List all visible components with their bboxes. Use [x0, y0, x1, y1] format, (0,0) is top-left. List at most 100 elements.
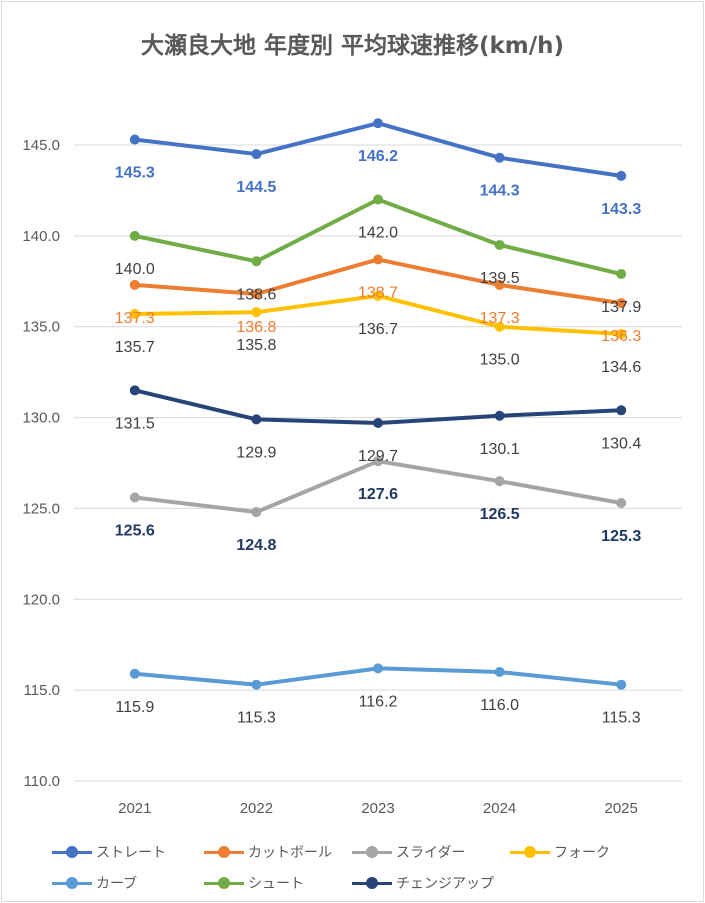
data-point [373, 290, 383, 301]
legend-label: シュート [248, 876, 304, 892]
legend-item: ストレート [52, 838, 166, 866]
y-tick-label: 110.0 [24, 773, 60, 790]
data-point [494, 410, 505, 421]
data-labels: 145.3 144.5 146.2 144.3 143.3 137.3 136.8 138.7… [115, 148, 642, 726]
y-axis: 110.0 115.0 120.0 125.0 130.0 135.0 140.0 145.0 [22, 137, 60, 790]
data-label: 135.7 [115, 339, 155, 356]
legend-swatch-icon [204, 846, 244, 858]
data-point [494, 476, 505, 487]
data-point [129, 279, 140, 290]
data-label: 125.6 [115, 523, 155, 540]
data-point [373, 118, 383, 129]
y-tick-label: 120.0 [22, 591, 60, 608]
data-label: 138.7 [358, 284, 398, 301]
y-tick-label: 135.0 [22, 319, 60, 336]
data-label: 115.3 [602, 710, 641, 727]
data-label: 126.5 [480, 506, 520, 523]
legend-label: フォーク [554, 845, 610, 861]
data-point [373, 254, 383, 265]
x-tick-label: 2023 [361, 800, 394, 817]
legend-swatch-icon [352, 846, 392, 858]
data-point [494, 239, 505, 250]
data-point [373, 418, 383, 429]
data-point [251, 414, 262, 425]
data-point [129, 230, 140, 241]
data-label: 138.6 [236, 286, 276, 303]
x-tick-label: 2025 [605, 800, 638, 817]
data-point [616, 328, 627, 339]
data-label: 127.6 [358, 486, 398, 503]
legend-swatch-icon [510, 846, 550, 858]
data-label: 129.9 [236, 444, 276, 461]
data-point [494, 279, 505, 290]
data-label: 125.3 [601, 528, 641, 545]
legend-item: カーブ [52, 869, 137, 897]
legend-swatch-icon [52, 846, 92, 858]
y-tick-label: 125.0 [22, 500, 60, 517]
x-tick-label: 2024 [483, 800, 516, 817]
legend-swatch-icon [52, 877, 92, 889]
data-label: 144.3 [480, 183, 520, 200]
data-label: 115.9 [115, 699, 154, 716]
legend-item: フォーク [510, 838, 610, 866]
data-label: 136.7 [358, 321, 398, 338]
x-tick-label: 2021 [118, 800, 151, 817]
data-label: 129.7 [358, 448, 398, 465]
data-point [129, 308, 140, 319]
data-label: 116.2 [359, 693, 398, 710]
data-point [616, 679, 627, 690]
legend-label: ストレート [96, 845, 166, 861]
data-label: 137.3 [115, 310, 155, 327]
data-label: 143.3 [601, 201, 641, 218]
data-label: 136.3 [601, 328, 641, 345]
data-label: 116.0 [480, 697, 519, 714]
data-point [616, 497, 627, 508]
data-label: 131.5 [115, 415, 155, 432]
chart-title: 大瀬良大地 年度別 平均球速推移(km/h) [140, 33, 565, 59]
data-point [251, 149, 262, 160]
data-point [129, 134, 140, 145]
data-point [251, 289, 262, 300]
data-label: 137.9 [601, 299, 641, 316]
data-point [616, 170, 627, 181]
data-label: 136.8 [236, 319, 276, 336]
y-tick-label: 145.0 [22, 137, 60, 154]
data-point [616, 405, 627, 416]
legend-label: スライダー [396, 845, 466, 861]
y-tick-label: 140.0 [22, 228, 60, 245]
data-point [251, 507, 262, 518]
data-point [494, 666, 505, 677]
legend-item: カットボール [204, 838, 332, 866]
legend-swatch-icon [352, 877, 392, 889]
data-point [494, 321, 505, 332]
data-point [129, 385, 140, 396]
gridlines [74, 144, 682, 782]
data-point [373, 456, 383, 467]
data-label: 130.1 [480, 441, 520, 458]
series-points [129, 118, 627, 690]
data-point [373, 194, 383, 205]
data-label: 135.0 [480, 352, 520, 369]
legend-label: カットボール [248, 845, 332, 861]
data-label: 130.4 [601, 435, 641, 452]
data-label: 145.3 [115, 165, 155, 182]
data-label: 134.6 [601, 359, 641, 376]
data-label: 146.2 [358, 148, 398, 165]
data-label: 139.5 [480, 270, 520, 287]
data-point [373, 663, 383, 674]
legend-label: チェンジアップ [396, 876, 494, 892]
data-label: 115.3 [237, 710, 276, 727]
series-lines [132, 121, 624, 687]
data-label: 142.0 [358, 225, 398, 242]
data-label: 144.5 [236, 179, 276, 196]
x-tick-label: 2022 [240, 800, 273, 817]
data-label: 137.3 [480, 310, 520, 327]
data-point [251, 679, 262, 690]
data-point [494, 152, 505, 163]
y-tick-label: 115.0 [24, 682, 60, 699]
data-point [129, 668, 140, 679]
legend-item: スライダー [352, 838, 465, 866]
legend-item: シュート [204, 869, 304, 897]
